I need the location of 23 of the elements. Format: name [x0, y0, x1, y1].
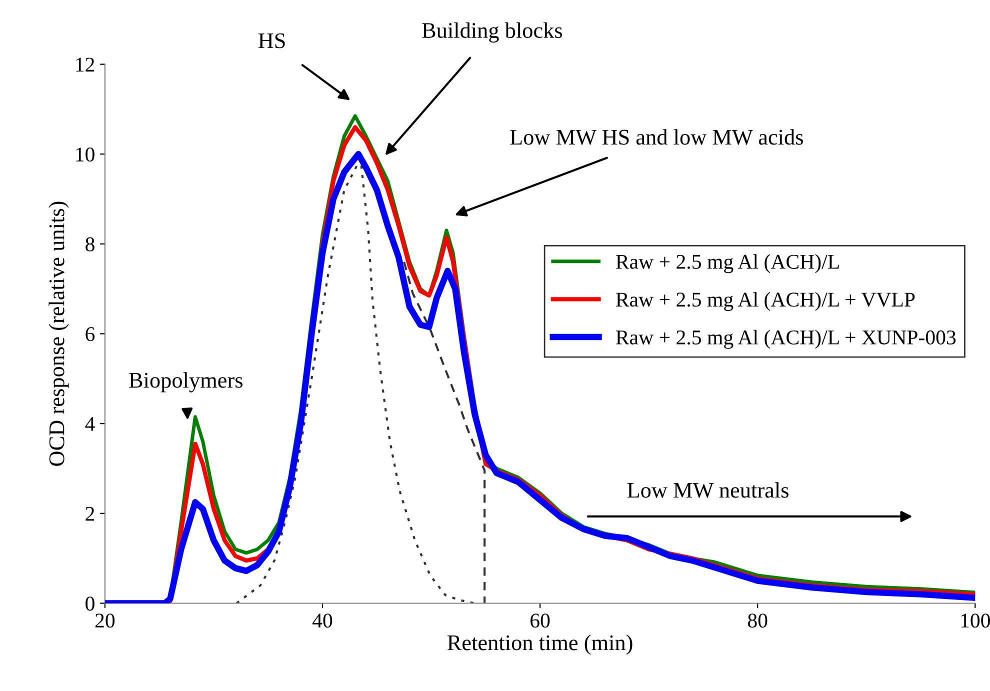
line-series	[403, 260, 486, 604]
legend-label: Raw + 2.5 mg Al (ACH)/L + VVLP	[616, 292, 915, 311]
text: Building blocks	[422, 22, 562, 43]
y-axis-title: OCD response (relative units)	[48, 202, 69, 466]
x-axis-title: Retention time (min)	[447, 634, 632, 655]
y-tick-label: 12	[76, 58, 94, 72]
x-tick-label: 20	[95, 614, 115, 628]
x-tick-label: 60	[530, 614, 550, 628]
annotation: Low MW HS and low MW acids	[510, 129, 803, 145]
y-tick-label: 2	[86, 506, 94, 521]
x-tick-label: 40	[312, 614, 332, 628]
y-tick-label: 0	[86, 596, 94, 611]
x-tick-label: 80	[748, 614, 768, 628]
y-tick-label: 10	[76, 147, 94, 162]
annotation: Low MW neutrals	[627, 482, 788, 498]
x-tick-label: 100	[961, 614, 990, 628]
y-tick-label: 6	[86, 327, 95, 342]
y-tick-label: 4	[85, 417, 95, 431]
legend-label: Raw + 2.5 mg Al (ACH)/L + XUNP-003	[616, 330, 956, 349]
y-tick-label: 8	[86, 237, 94, 252]
text: HS	[258, 33, 285, 48]
annotation: Biopolymers	[129, 372, 242, 392]
legend-label: Raw + 2.5 mg Al (ACH)/L	[616, 254, 839, 274]
